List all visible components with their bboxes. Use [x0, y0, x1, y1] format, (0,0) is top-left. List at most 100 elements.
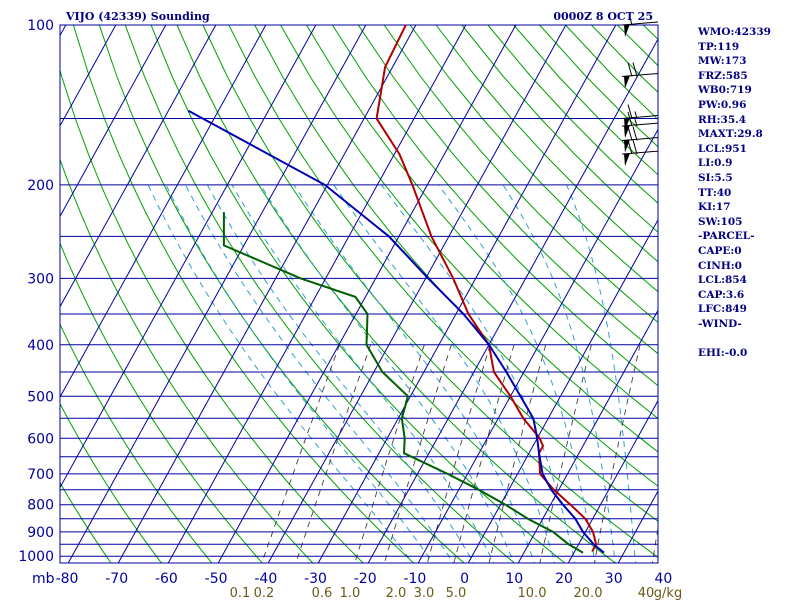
temperature-tick-label: 0: [460, 571, 469, 587]
mixing-ratio-label: 2.0: [386, 586, 407, 600]
dry-adiabat-line: [60, 68, 364, 563]
moist-adiabat-line: [260, 184, 515, 563]
wind-barb: [621, 17, 659, 37]
pressure-tick-label: 800: [27, 498, 54, 514]
isotherm-line: [60, 25, 117, 127]
index-item: KI:17: [698, 201, 731, 214]
index-item: CINH:0: [698, 259, 742, 272]
isotherm-line: [367, 38, 658, 563]
pressure-tick-label: 300: [27, 271, 54, 287]
parcel-line: [187, 109, 605, 554]
wind-barb: [621, 62, 659, 89]
temperature-tick-label: -20: [354, 571, 377, 587]
dry-adiabat-line: [60, 481, 112, 563]
moist-adiabat-line: [333, 184, 556, 563]
mixing-ratio-line: [261, 344, 340, 563]
mixing-ratio-line: [426, 344, 491, 563]
moist-adiabat-line: [185, 184, 454, 563]
mixing-ratio-line: [453, 344, 515, 563]
chart-title: VIJO (42339) Sounding: [65, 10, 210, 23]
wind-barb-pennant: [624, 139, 630, 153]
index-item: SW:105: [698, 215, 743, 228]
isotherm-line: [467, 218, 658, 563]
dry-adiabat-line: [435, 25, 658, 263]
temperature-tick-label: -10: [403, 571, 426, 587]
wind-barb-pennant: [624, 24, 630, 37]
mixing-ratio-label: 3.0: [414, 586, 435, 600]
pressure-tick-label: 200: [27, 178, 54, 194]
mixing-ratio-line: [488, 344, 547, 563]
wind-barb-feather: [627, 126, 633, 141]
temperature-tick-label: -50: [205, 571, 228, 587]
temperature-tick-label: 10: [505, 571, 523, 587]
dry-adiabat-line: [357, 25, 658, 355]
dry-adiabats: [60, 25, 658, 563]
pressure-tick-label: 400: [27, 338, 54, 354]
wind-barb-half-feather: [634, 111, 638, 119]
dry-adiabat-line: [409, 25, 658, 293]
mixing-ratio-label: 1.0: [340, 586, 361, 600]
temperature-tick-label: -30: [304, 571, 327, 587]
temperature-tick-label: -40: [254, 571, 277, 587]
mixing-ratio-label: 0.1: [230, 586, 251, 600]
dry-adiabat-line: [306, 25, 658, 420]
index-item: MW:173: [698, 55, 747, 68]
mixing-ratio-line: [295, 344, 372, 563]
wind-barb-feather: [632, 139, 638, 155]
index-item: WB0:719: [698, 84, 752, 97]
isotherm-line: [67, 25, 367, 563]
pressure-tick-label: 100: [27, 18, 54, 34]
moist-adiabat-line: [566, 184, 637, 563]
temperature-tick-label: -60: [155, 571, 178, 587]
dry-adiabat-line: [124, 25, 516, 563]
wind-barb-half-feather: [634, 118, 638, 127]
indices-panel: WMO:42339 TP:119 MW:173 FRZ:585 WB0:719 PW:0.…: [698, 25, 798, 361]
wind-barb-feather: [627, 62, 633, 77]
moist-adiabat-line: [381, 184, 576, 563]
mixing-ratio-label: 5.0: [446, 586, 467, 600]
wind-barb-pennant: [624, 153, 630, 167]
dry-adiabat-line: [254, 25, 658, 487]
chart-time-label: 0000Z 8 OCT 25: [553, 10, 653, 23]
index-item: RH:35.4: [698, 113, 747, 126]
grid: [0, 25, 658, 567]
wind-barbs: [621, 17, 659, 167]
index-item: -WIND-: [698, 317, 742, 330]
dry-adiabat-line: [176, 25, 617, 563]
dry-adiabat-line: [150, 25, 566, 563]
isotherm-line: [60, 25, 267, 399]
plot-frame: [59, 24, 659, 564]
isotherm-line: [60, 25, 67, 37]
index-item: MAXT:29.8: [698, 128, 763, 141]
isotherm-line: [417, 128, 658, 563]
index-item: WMO:42339: [698, 26, 771, 38]
isotherm-line: [267, 25, 567, 563]
y-unit-label: mb: [32, 571, 55, 587]
dry-adiabat-line: [331, 25, 658, 387]
temperature-axis-labels: -80 -70 -60 -50 -40 -30 -20 -10 0 10 20 30 40: [56, 571, 673, 587]
temperature-tick-label: 40: [654, 571, 672, 587]
temperature-tick-label: 30: [605, 571, 623, 587]
moist-adiabat-line: [502, 184, 616, 563]
index-item: LCL:854: [698, 274, 747, 287]
temperature-tick-label: 20: [555, 571, 573, 587]
moist-adiabat-line: [231, 184, 495, 563]
pressure-axis-labels: 100 200 300 400 500 600 700 800 900 1000: [18, 18, 54, 565]
pressure-tick-label: 1000: [18, 549, 54, 565]
wind-barb-feather: [632, 62, 638, 77]
index-item: TT:40: [698, 186, 732, 199]
wind-barb-feather: [627, 111, 633, 127]
index-item: FRZ:585: [698, 69, 748, 82]
mixing-ratio-label: 40: [638, 586, 655, 600]
pressure-tick-label: 500: [27, 389, 54, 405]
wind-barb-feather: [627, 104, 633, 119]
dry-adiabat-line: [280, 25, 658, 453]
isotherm-line: [0, 25, 16, 567]
temperature-tick-label: -80: [56, 571, 79, 587]
wind-barb-pennant: [624, 75, 630, 89]
isotherm-line: [517, 309, 658, 563]
wind-barb: [621, 139, 659, 167]
index-item: CAPE:0: [698, 244, 742, 257]
index-item: SI:5.5: [698, 171, 733, 184]
